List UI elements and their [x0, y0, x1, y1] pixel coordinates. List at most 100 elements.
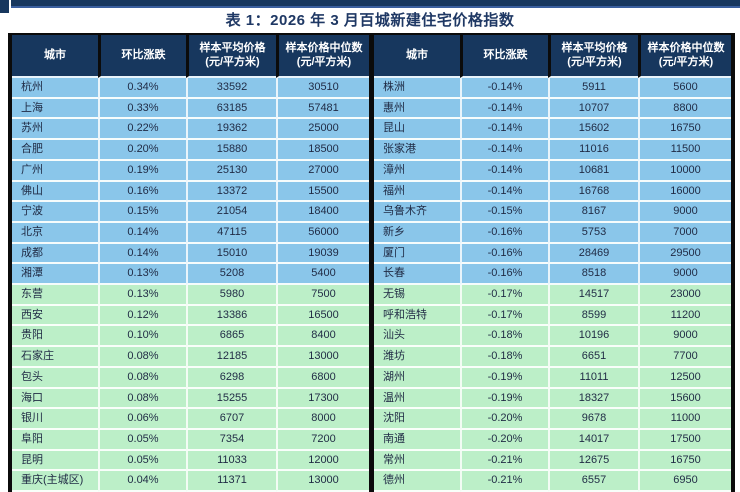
cell-mom-change: 0.12% — [98, 305, 186, 327]
cell-mom-change: 0.08% — [98, 347, 186, 368]
cell-mom-change: 0.10% — [98, 326, 186, 348]
cell-median-price: 19039 — [276, 243, 369, 265]
price-index-tables: 城市 环比涨跌 样本平均价格 (元/平方米) 样本价格中位数 (元/平方米) 杭州 0.34%… — [8, 33, 735, 492]
cell-city: 常州 — [374, 450, 460, 472]
cell-avg-price: 5753 — [548, 222, 638, 244]
cell-avg-price: 33592 — [186, 78, 276, 99]
cell-city: 湘潭 — [12, 264, 98, 286]
table-row: 佛山 0.16% 13372 15500 — [12, 181, 369, 203]
cell-avg-price: 63185 — [186, 98, 276, 120]
cell-mom-change: 0.04% — [98, 471, 186, 492]
cell-median-price: 25000 — [276, 119, 369, 141]
cell-avg-price: 11016 — [548, 140, 638, 161]
cell-mom-change: -0.19% — [460, 367, 548, 389]
decliners-table-panel: 城市 环比涨跌 样本平均价格 (元/平方米) 样本价格中位数 (元/平方米) 株洲 -0.14… — [374, 35, 731, 492]
cell-avg-price: 6298 — [186, 367, 276, 389]
page-corner-mark — [0, 0, 9, 13]
cell-median-price: 27000 — [276, 160, 369, 182]
table-row: 漳州 -0.14% 10681 10000 — [374, 160, 731, 182]
cell-mom-change: -0.17% — [460, 305, 548, 327]
table-row: 成都 0.14% 15010 19039 — [12, 243, 369, 265]
table-row: 杭州 0.34% 33592 30510 — [12, 78, 369, 99]
col-header-2: 样本平均价格 (元/平方米) — [186, 35, 276, 78]
cell-median-price: 23000 — [638, 285, 731, 306]
cell-mom-change: 0.14% — [98, 222, 186, 244]
cell-avg-price: 10707 — [548, 98, 638, 120]
cell-median-price: 16750 — [638, 450, 731, 472]
cell-mom-change: 0.08% — [98, 367, 186, 389]
cell-city: 宁波 — [12, 202, 98, 223]
cell-city: 南通 — [374, 429, 460, 451]
cell-avg-price: 6651 — [548, 347, 638, 368]
table-row: 南通 -0.20% 14017 17500 — [374, 429, 731, 451]
cell-mom-change: -0.16% — [460, 222, 548, 244]
cell-median-price: 17300 — [276, 388, 369, 410]
cell-avg-price: 10681 — [548, 160, 638, 182]
table-row: 苏州 0.22% 19362 25000 — [12, 119, 369, 141]
cell-avg-price: 6557 — [548, 471, 638, 492]
table-row: 湘潭 0.13% 5208 5400 — [12, 264, 369, 286]
cell-mom-change: -0.14% — [460, 181, 548, 203]
table-row: 湖州 -0.19% 11011 12500 — [374, 367, 731, 389]
cell-median-price: 9000 — [638, 264, 731, 286]
cell-city: 无锡 — [374, 285, 460, 306]
cell-avg-price: 21054 — [186, 202, 276, 223]
table-row: 乌鲁木齐 -0.15% 8167 9000 — [374, 202, 731, 223]
cell-median-price: 8000 — [276, 409, 369, 430]
cell-median-price: 16500 — [276, 305, 369, 327]
cell-mom-change: 0.15% — [98, 202, 186, 223]
table-row: 潍坊 -0.18% 6651 7700 — [374, 347, 731, 368]
cell-city: 湖州 — [374, 367, 460, 389]
cell-city: 乌鲁木齐 — [374, 202, 460, 223]
cell-city: 合肥 — [12, 140, 98, 161]
cell-mom-change: 0.13% — [98, 285, 186, 306]
cell-avg-price: 12185 — [186, 347, 276, 368]
cell-city: 温州 — [374, 388, 460, 410]
cell-median-price: 13000 — [276, 471, 369, 492]
cell-city: 沈阳 — [374, 409, 460, 430]
cell-mom-change: 0.05% — [98, 429, 186, 451]
cell-city: 呼和浩特 — [374, 305, 460, 327]
cell-city: 阜阳 — [12, 429, 98, 451]
cell-city: 海口 — [12, 388, 98, 410]
cell-median-price: 10000 — [638, 160, 731, 182]
cell-mom-change: -0.18% — [460, 326, 548, 348]
cell-avg-price: 8167 — [548, 202, 638, 223]
cell-city: 银川 — [12, 409, 98, 430]
cell-mom-change: 0.14% — [98, 243, 186, 265]
table-row: 阜阳 0.05% 7354 7200 — [12, 429, 369, 451]
cell-avg-price: 6707 — [186, 409, 276, 430]
table-row: 西安 0.12% 13386 16500 — [12, 305, 369, 327]
col-header-2: 样本平均价格 (元/平方米) — [548, 35, 638, 78]
cell-city: 汕头 — [374, 326, 460, 348]
cell-mom-change: -0.20% — [460, 429, 548, 451]
cell-median-price: 7700 — [638, 347, 731, 368]
cell-mom-change: -0.15% — [460, 202, 548, 223]
cell-city: 株洲 — [374, 78, 460, 99]
cell-median-price: 15600 — [638, 388, 731, 410]
table-row: 包头 0.08% 6298 6800 — [12, 367, 369, 389]
cell-mom-change: -0.19% — [460, 388, 548, 410]
cell-avg-price: 10196 — [548, 326, 638, 348]
table-row: 昆山 -0.14% 15602 16750 — [374, 119, 731, 141]
cell-mom-change: 0.05% — [98, 450, 186, 472]
cell-median-price: 9000 — [638, 326, 731, 348]
cell-median-price: 18400 — [276, 202, 369, 223]
table-row: 德州 -0.21% 6557 6950 — [374, 471, 731, 492]
table-row: 无锡 -0.17% 14517 23000 — [374, 285, 731, 306]
cell-city: 苏州 — [12, 119, 98, 141]
cell-city: 佛山 — [12, 181, 98, 203]
cell-mom-change: -0.14% — [460, 98, 548, 120]
cell-avg-price: 13386 — [186, 305, 276, 327]
table-row: 呼和浩特 -0.17% 8599 11200 — [374, 305, 731, 327]
cell-avg-price: 11371 — [186, 471, 276, 492]
cell-median-price: 5400 — [276, 264, 369, 286]
cell-city: 昆山 — [374, 119, 460, 141]
cell-city: 福州 — [374, 181, 460, 203]
cell-median-price: 12000 — [276, 450, 369, 472]
table-row: 石家庄 0.08% 12185 13000 — [12, 347, 369, 368]
cell-mom-change: 0.33% — [98, 98, 186, 120]
header-row: 城市 环比涨跌 样本平均价格 (元/平方米) 样本价格中位数 (元/平方米) — [12, 35, 369, 78]
header-row: 城市 环比涨跌 样本平均价格 (元/平方米) 样本价格中位数 (元/平方米) — [374, 35, 731, 78]
table-row: 广州 0.19% 25130 27000 — [12, 160, 369, 182]
